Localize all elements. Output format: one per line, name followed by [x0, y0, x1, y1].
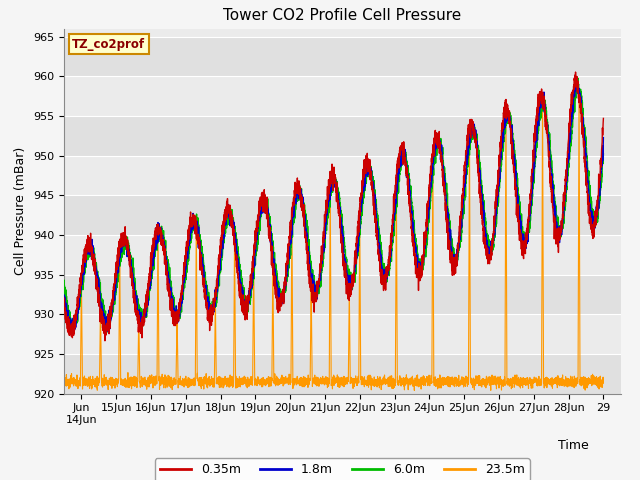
Bar [64, 37, 621, 76]
1.8m [307, 273, 315, 279]
6.0m [582, 149, 590, 155]
0.35m [447, 256, 455, 262]
Line: 1.8m: 1.8m [47, 82, 604, 334]
0.35m [101, 338, 109, 344]
0.35m [555, 237, 563, 242]
23.5m [575, 86, 583, 92]
6.0m [43, 291, 51, 297]
0.35m [582, 182, 590, 188]
Bar [64, 156, 621, 195]
0.35m [600, 116, 607, 121]
Title: Tower CO2 Profile Cell Pressure: Tower CO2 Profile Cell Pressure [223, 9, 461, 24]
6.0m [555, 223, 563, 229]
6.0m [600, 151, 607, 156]
1.8m [573, 79, 581, 84]
Line: 6.0m: 6.0m [47, 78, 604, 333]
1.8m [281, 276, 289, 282]
1.8m [69, 331, 77, 337]
Bar [64, 275, 621, 314]
23.5m [582, 378, 590, 384]
23.5m [43, 384, 51, 389]
1.8m [277, 294, 285, 300]
1.8m [582, 159, 590, 165]
23.5m [276, 380, 284, 385]
23.5m [447, 382, 455, 387]
Y-axis label: Cell Pressure (mBar): Cell Pressure (mBar) [15, 147, 28, 276]
6.0m [277, 289, 285, 295]
23.5m [600, 380, 607, 386]
6.0m [281, 281, 289, 287]
1.8m [43, 282, 51, 288]
Bar [64, 314, 621, 354]
0.35m [277, 299, 285, 305]
6.0m [574, 75, 582, 81]
Bar [64, 235, 621, 275]
6.0m [307, 265, 315, 271]
Text: Time: Time [558, 439, 589, 452]
Bar [64, 354, 621, 394]
Line: 23.5m: 23.5m [47, 89, 604, 390]
6.0m [69, 330, 77, 336]
Bar [64, 116, 621, 156]
1.8m [600, 135, 607, 141]
Legend: 0.35m, 1.8m, 6.0m, 23.5m: 0.35m, 1.8m, 6.0m, 23.5m [155, 458, 530, 480]
23.5m [555, 380, 563, 385]
0.35m [281, 279, 289, 285]
Text: TZ_co2prof: TZ_co2prof [72, 38, 145, 51]
Line: 0.35m: 0.35m [47, 72, 604, 341]
0.35m [307, 284, 315, 289]
0.35m [43, 268, 51, 274]
1.8m [555, 235, 563, 241]
Bar [64, 76, 621, 116]
23.5m [410, 387, 418, 393]
Bar [64, 195, 621, 235]
6.0m [447, 238, 455, 243]
1.8m [447, 244, 455, 250]
23.5m [281, 375, 289, 381]
0.35m [572, 69, 579, 75]
23.5m [307, 280, 315, 286]
